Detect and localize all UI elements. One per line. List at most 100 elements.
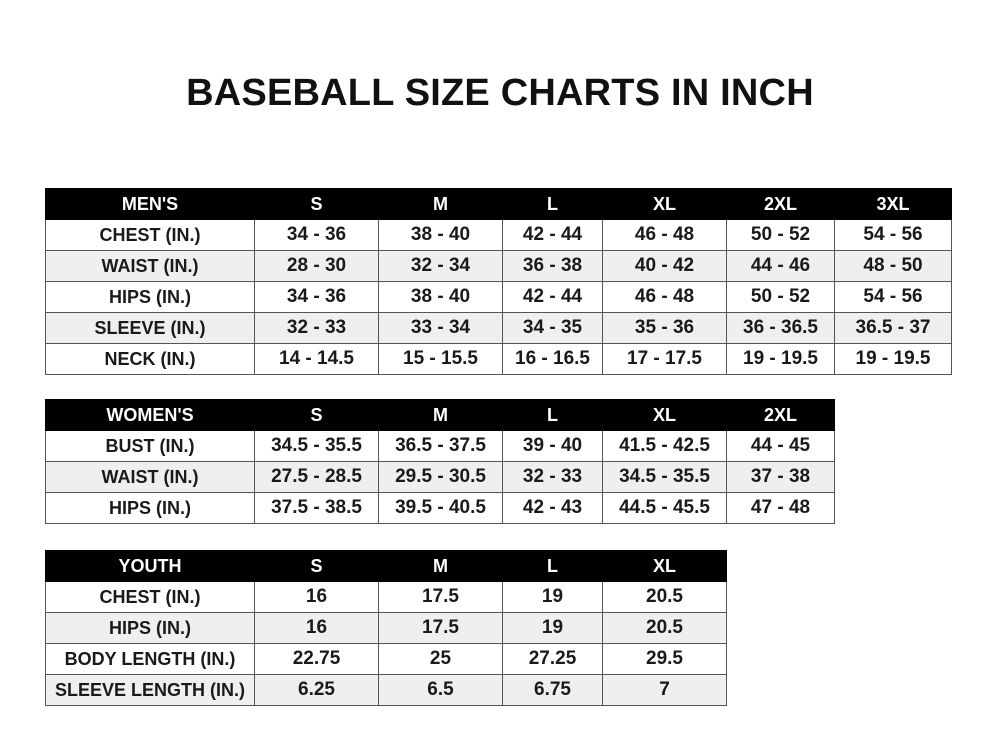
size-header: XL: [602, 188, 727, 220]
measurement-cell: 36.5 - 37.5: [378, 430, 503, 462]
table-row: SLEEVE LENGTH (IN.) 6.25 6.5 6.75 7: [45, 674, 727, 706]
measurement-cell: 34.5 - 35.5: [254, 430, 379, 462]
measurement-cell: 16: [254, 612, 379, 644]
measurement-cell: 27.5 - 28.5: [254, 461, 379, 493]
measurement-cell: 50 - 52: [726, 219, 835, 251]
measurement-cell: 46 - 48: [602, 281, 727, 313]
measurement-cell: 44 - 45: [726, 430, 835, 462]
size-header: L: [502, 399, 603, 431]
measurement-label: NECK (IN.): [45, 343, 255, 375]
measurement-cell: 37.5 - 38.5: [254, 492, 379, 524]
measurement-cell: 42 - 43: [502, 492, 603, 524]
measurement-cell: 44.5 - 45.5: [602, 492, 727, 524]
page-title: BASEBALL SIZE CHARTS IN INCH: [186, 72, 814, 114]
measurement-cell: 29.5: [602, 643, 727, 675]
measurement-label: HIPS (IN.): [45, 281, 255, 313]
measurement-cell: 36.5 - 37: [834, 312, 952, 344]
category-header: MEN'S: [45, 188, 255, 220]
measurement-cell: 7: [602, 674, 727, 706]
measurement-cell: 27.25: [502, 643, 603, 675]
measurement-cell: 19: [502, 612, 603, 644]
size-header: S: [254, 550, 379, 582]
measurement-label: BODY LENGTH (IN.): [45, 643, 255, 675]
measurement-label: SLEEVE LENGTH (IN.): [45, 674, 255, 706]
table-header-row: YOUTH S M L XL: [45, 550, 727, 582]
measurement-cell: 35 - 36: [602, 312, 727, 344]
measurement-cell: 34 - 36: [254, 281, 379, 313]
measurement-cell: 6.25: [254, 674, 379, 706]
measurement-cell: 29.5 - 30.5: [378, 461, 503, 493]
measurement-cell: 16 - 16.5: [502, 343, 603, 375]
size-header: S: [254, 188, 379, 220]
womens-size-table: WOMEN'S S M L XL 2XL BUST (IN.) 34.5 - 35.5 36.5…: [45, 399, 835, 524]
size-header: S: [254, 399, 379, 431]
table-row: CHEST (IN.) 16 17.5 19 20.5: [45, 581, 727, 613]
table-row: WAIST (IN.) 27.5 - 28.5 29.5 - 30.5 32 - 33…: [45, 461, 835, 493]
size-header: L: [502, 550, 603, 582]
size-header: 3XL: [834, 188, 952, 220]
measurement-cell: 17.5: [378, 612, 503, 644]
youth-size-table: YOUTH S M L XL CHEST (IN.) 16 17.5 19 20.5 HIPS (I…: [45, 550, 727, 706]
size-header: M: [378, 399, 503, 431]
measurement-cell: 20.5: [602, 612, 727, 644]
measurement-cell: 34.5 - 35.5: [602, 461, 727, 493]
table-row: HIPS (IN.) 34 - 36 38 - 40 42 - 44 46 - 48 50…: [45, 281, 952, 313]
measurement-label: WAIST (IN.): [45, 461, 255, 493]
measurement-cell: 17.5: [378, 581, 503, 613]
measurement-label: HIPS (IN.): [45, 612, 255, 644]
size-header: XL: [602, 399, 727, 431]
size-header: L: [502, 188, 603, 220]
measurement-cell: 6.5: [378, 674, 503, 706]
measurement-cell: 17 - 17.5: [602, 343, 727, 375]
category-header: WOMEN'S: [45, 399, 255, 431]
measurement-cell: 19 - 19.5: [834, 343, 952, 375]
measurement-cell: 39 - 40: [502, 430, 603, 462]
measurement-label: BUST (IN.): [45, 430, 255, 462]
measurement-cell: 15 - 15.5: [378, 343, 503, 375]
measurement-cell: 41.5 - 42.5: [602, 430, 727, 462]
measurement-cell: 34 - 36: [254, 219, 379, 251]
measurement-cell: 46 - 48: [602, 219, 727, 251]
size-header: M: [378, 188, 503, 220]
measurement-cell: 16: [254, 581, 379, 613]
measurement-cell: 38 - 40: [378, 281, 503, 313]
category-header: YOUTH: [45, 550, 255, 582]
measurement-cell: 25: [378, 643, 503, 675]
mens-size-table: MEN'S S M L XL 2XL 3XL CHEST (IN.) 34 - 36 38 - 4…: [45, 188, 952, 375]
table-header-row: MEN'S S M L XL 2XL 3XL: [45, 188, 952, 220]
measurement-cell: 54 - 56: [834, 281, 952, 313]
measurement-cell: 33 - 34: [378, 312, 503, 344]
table-row: BUST (IN.) 34.5 - 35.5 36.5 - 37.5 39 - 40 4…: [45, 430, 835, 462]
measurement-label: SLEEVE (IN.): [45, 312, 255, 344]
size-header: M: [378, 550, 503, 582]
table-header-row: WOMEN'S S M L XL 2XL: [45, 399, 835, 431]
table-row: NECK (IN.) 14 - 14.5 15 - 15.5 16 - 16.5 17 …: [45, 343, 952, 375]
size-header: XL: [602, 550, 727, 582]
size-header: 2XL: [726, 399, 835, 431]
measurement-cell: 20.5: [602, 581, 727, 613]
measurement-cell: 32 - 34: [378, 250, 503, 282]
size-header: 2XL: [726, 188, 835, 220]
measurement-cell: 44 - 46: [726, 250, 835, 282]
measurement-cell: 22.75: [254, 643, 379, 675]
table-row: HIPS (IN.) 37.5 - 38.5 39.5 - 40.5 42 - 43 4…: [45, 492, 835, 524]
measurement-label: CHEST (IN.): [45, 219, 255, 251]
measurement-label: HIPS (IN.): [45, 492, 255, 524]
measurement-cell: 36 - 36.5: [726, 312, 835, 344]
measurement-label: WAIST (IN.): [45, 250, 255, 282]
measurement-cell: 42 - 44: [502, 281, 603, 313]
table-row: HIPS (IN.) 16 17.5 19 20.5: [45, 612, 727, 644]
measurement-cell: 54 - 56: [834, 219, 952, 251]
measurement-cell: 32 - 33: [502, 461, 603, 493]
measurement-cell: 6.75: [502, 674, 603, 706]
measurement-cell: 39.5 - 40.5: [378, 492, 503, 524]
measurement-cell: 36 - 38: [502, 250, 603, 282]
measurement-cell: 50 - 52: [726, 281, 835, 313]
table-row: WAIST (IN.) 28 - 30 32 - 34 36 - 38 40 - 42 4…: [45, 250, 952, 282]
measurement-cell: 47 - 48: [726, 492, 835, 524]
table-row: CHEST (IN.) 34 - 36 38 - 40 42 - 44 46 - 48 5…: [45, 219, 952, 251]
table-row: BODY LENGTH (IN.) 22.75 25 27.25 29.5: [45, 643, 727, 675]
measurement-cell: 19 - 19.5: [726, 343, 835, 375]
measurement-cell: 28 - 30: [254, 250, 379, 282]
measurement-cell: 40 - 42: [602, 250, 727, 282]
